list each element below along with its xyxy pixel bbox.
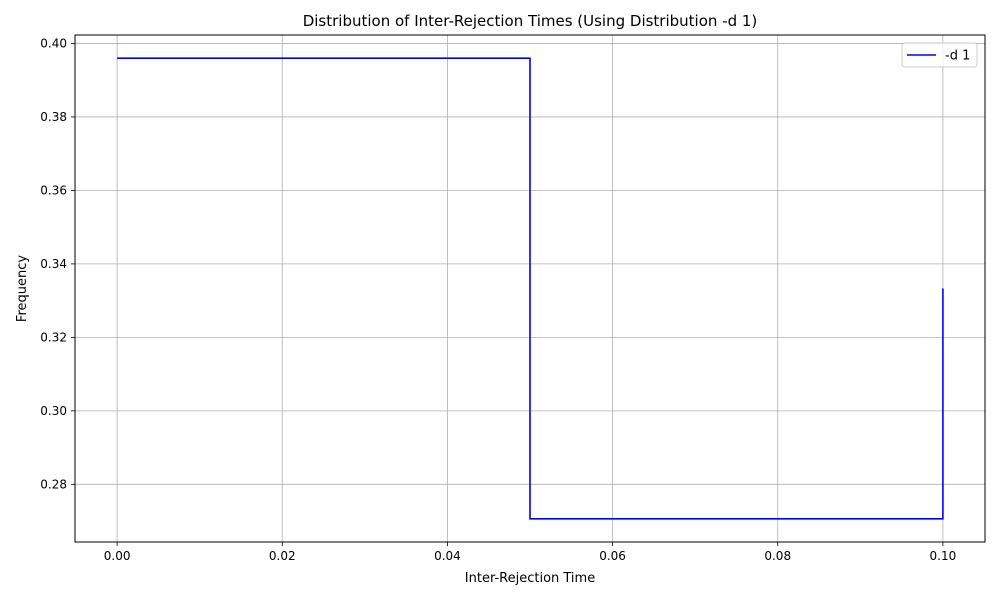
x-tick-label: 0.08 (764, 549, 791, 563)
y-tick-label: 0.40 (40, 36, 67, 50)
x-tick-label: 0.02 (269, 549, 296, 563)
y-tick-label: 0.32 (40, 330, 67, 344)
y-tick-label: 0.38 (40, 110, 67, 124)
y-tick-label: 0.30 (40, 404, 67, 418)
x-tick-label: 0.00 (104, 549, 131, 563)
plot-frame (74, 34, 986, 543)
legend: -d 1 (901, 42, 978, 68)
y-axis-label: Frequency (15, 255, 30, 322)
legend-label: -d 1 (945, 49, 970, 64)
legend-box (901, 42, 978, 68)
chart-title: Distribution of Inter-Rejection Times (U… (303, 12, 758, 30)
ticks: 0.00 0.02 0.04 0.06 0.08 0.10 0.28 0.30 0.32 0.34… (40, 36, 956, 563)
x-tick-label: 0.10 (930, 549, 957, 563)
x-axis-label: Inter-Rejection Time (465, 571, 595, 586)
y-tick-label: 0.28 (40, 477, 67, 491)
x-tick-label: 0.04 (434, 549, 461, 563)
x-tick-label: 0.06 (599, 549, 626, 563)
y-tick-label: 0.34 (40, 257, 67, 271)
series-layer (117, 57, 944, 520)
series-line-0 (117, 57, 944, 520)
y-tick-label: 0.36 (40, 183, 67, 197)
